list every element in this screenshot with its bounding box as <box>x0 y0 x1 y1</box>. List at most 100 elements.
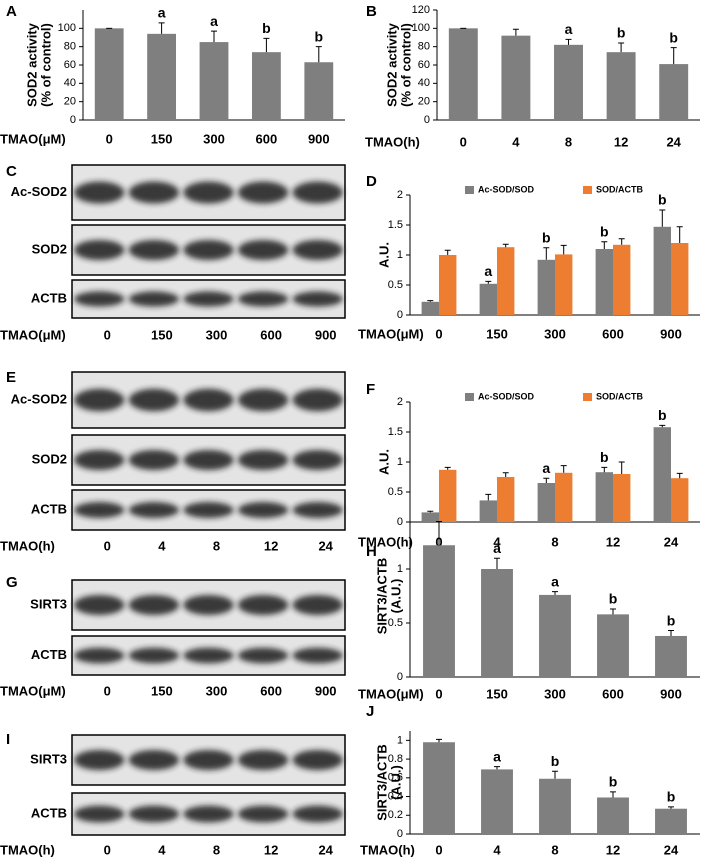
error-bar <box>610 608 616 615</box>
bar <box>597 797 629 834</box>
blot-band <box>183 291 234 307</box>
bar <box>147 33 177 121</box>
y-axis-label: (A.U.) <box>388 579 403 614</box>
blot-row-label: ACTB <box>31 290 67 305</box>
blot-band <box>292 291 343 307</box>
panel-label: G <box>6 574 18 591</box>
blot-band <box>128 647 180 664</box>
y-tick-label: 0.5 <box>388 279 403 291</box>
blot-band <box>183 388 234 412</box>
significance-letter: a <box>493 540 501 556</box>
error-bar <box>543 247 550 260</box>
y-axis-label: SIRT3/ACTB <box>374 558 389 635</box>
legend-swatch <box>465 393 474 401</box>
panel-label: H <box>366 543 377 560</box>
x-tick-label: 300 <box>544 686 566 701</box>
blot-band <box>74 181 125 204</box>
panel-label: E <box>6 369 16 386</box>
x-tick-label: 900 <box>660 686 682 701</box>
y-tick-label: 100 <box>58 22 76 34</box>
blot-band <box>183 595 234 615</box>
lane-label: 300 <box>206 327 228 342</box>
significance-letter: a <box>542 460 550 476</box>
error-bar <box>444 466 451 470</box>
blot-band <box>237 291 289 307</box>
blot-band <box>237 240 289 260</box>
y-tick-label: 1 <box>397 249 403 261</box>
error-bar <box>676 472 683 479</box>
lane-label: 900 <box>315 683 337 698</box>
lane-label: 0 <box>104 327 111 342</box>
y-axis-label: A.U. <box>376 449 391 475</box>
blot-band <box>74 502 125 518</box>
error-bar <box>427 510 434 513</box>
x-tick-label: 8 <box>551 534 558 549</box>
x-tick-label: 12 <box>614 134 628 149</box>
y-tick-label: 40 <box>64 77 76 89</box>
error-bar <box>211 30 217 43</box>
bar <box>613 244 631 315</box>
y-tick-label: 0 <box>397 309 403 321</box>
significance-letter: a <box>551 573 559 589</box>
lane-label: 24 <box>318 842 333 857</box>
x-tick-label: 0 <box>460 134 467 149</box>
x-tick-label: 300 <box>544 326 566 341</box>
x-tick-label: 600 <box>256 131 278 146</box>
y-tick-label: 60 <box>418 59 430 71</box>
significance-letter: b <box>542 230 551 246</box>
error-bar <box>158 22 165 34</box>
blot-row-label: Ac-SOD2 <box>11 184 67 199</box>
bar <box>423 545 455 677</box>
y-tick-label: 2 <box>397 396 403 408</box>
blot-band <box>74 291 125 307</box>
lane-label: 300 <box>206 683 228 698</box>
blot-band <box>237 181 289 204</box>
legend-label: SOD/ACTB <box>596 184 644 194</box>
error-bar <box>512 28 519 36</box>
error-bar <box>610 791 616 798</box>
blot-band <box>183 502 234 518</box>
blot-band <box>128 181 180 204</box>
bar <box>497 247 515 315</box>
x-tick-label: 8 <box>565 134 572 149</box>
bar <box>501 35 531 120</box>
bar <box>421 301 439 315</box>
significance-letter: a <box>493 748 501 764</box>
bar <box>606 52 636 120</box>
error-bar <box>560 465 567 473</box>
error-bar <box>494 557 500 569</box>
significance-letter: b <box>262 20 271 36</box>
bar <box>304 62 334 120</box>
legend-label: Ac-SOD/SOD <box>478 184 535 194</box>
blot-row-label: SIRT3 <box>30 751 67 766</box>
y-tick-label: 1.5 <box>388 426 403 438</box>
bar <box>597 614 629 677</box>
blot-band <box>237 805 289 823</box>
error-bar <box>552 591 558 595</box>
x-tick-label: 600 <box>602 686 624 701</box>
error-bar <box>668 630 674 636</box>
y-axis-label: (A.U.) <box>388 765 403 800</box>
x-tick-label: 24 <box>664 534 679 549</box>
error-bar <box>601 241 608 249</box>
y-axis-label: SOD2 activity <box>384 22 399 107</box>
significance-letter: b <box>658 192 667 208</box>
blot-band <box>128 450 180 470</box>
x-tick-label: 8 <box>551 842 558 857</box>
bar <box>653 226 671 315</box>
lane-label: 4 <box>158 842 166 857</box>
error-bar <box>601 466 608 473</box>
bar <box>251 52 281 120</box>
y-tick-label: 1.5 <box>388 219 403 231</box>
y-tick-label: 0 <box>397 828 403 840</box>
blot-row-label: ACTB <box>31 501 67 516</box>
bar <box>655 635 687 677</box>
panel-label: F <box>366 381 375 398</box>
bar <box>423 742 455 834</box>
blot-row-label: Ac-SOD2 <box>11 391 67 406</box>
y-tick-label: 120 <box>412 4 430 16</box>
blot-band <box>292 647 343 664</box>
y-tick-label: 0.6 <box>388 772 403 784</box>
panel-label: J <box>366 703 374 720</box>
